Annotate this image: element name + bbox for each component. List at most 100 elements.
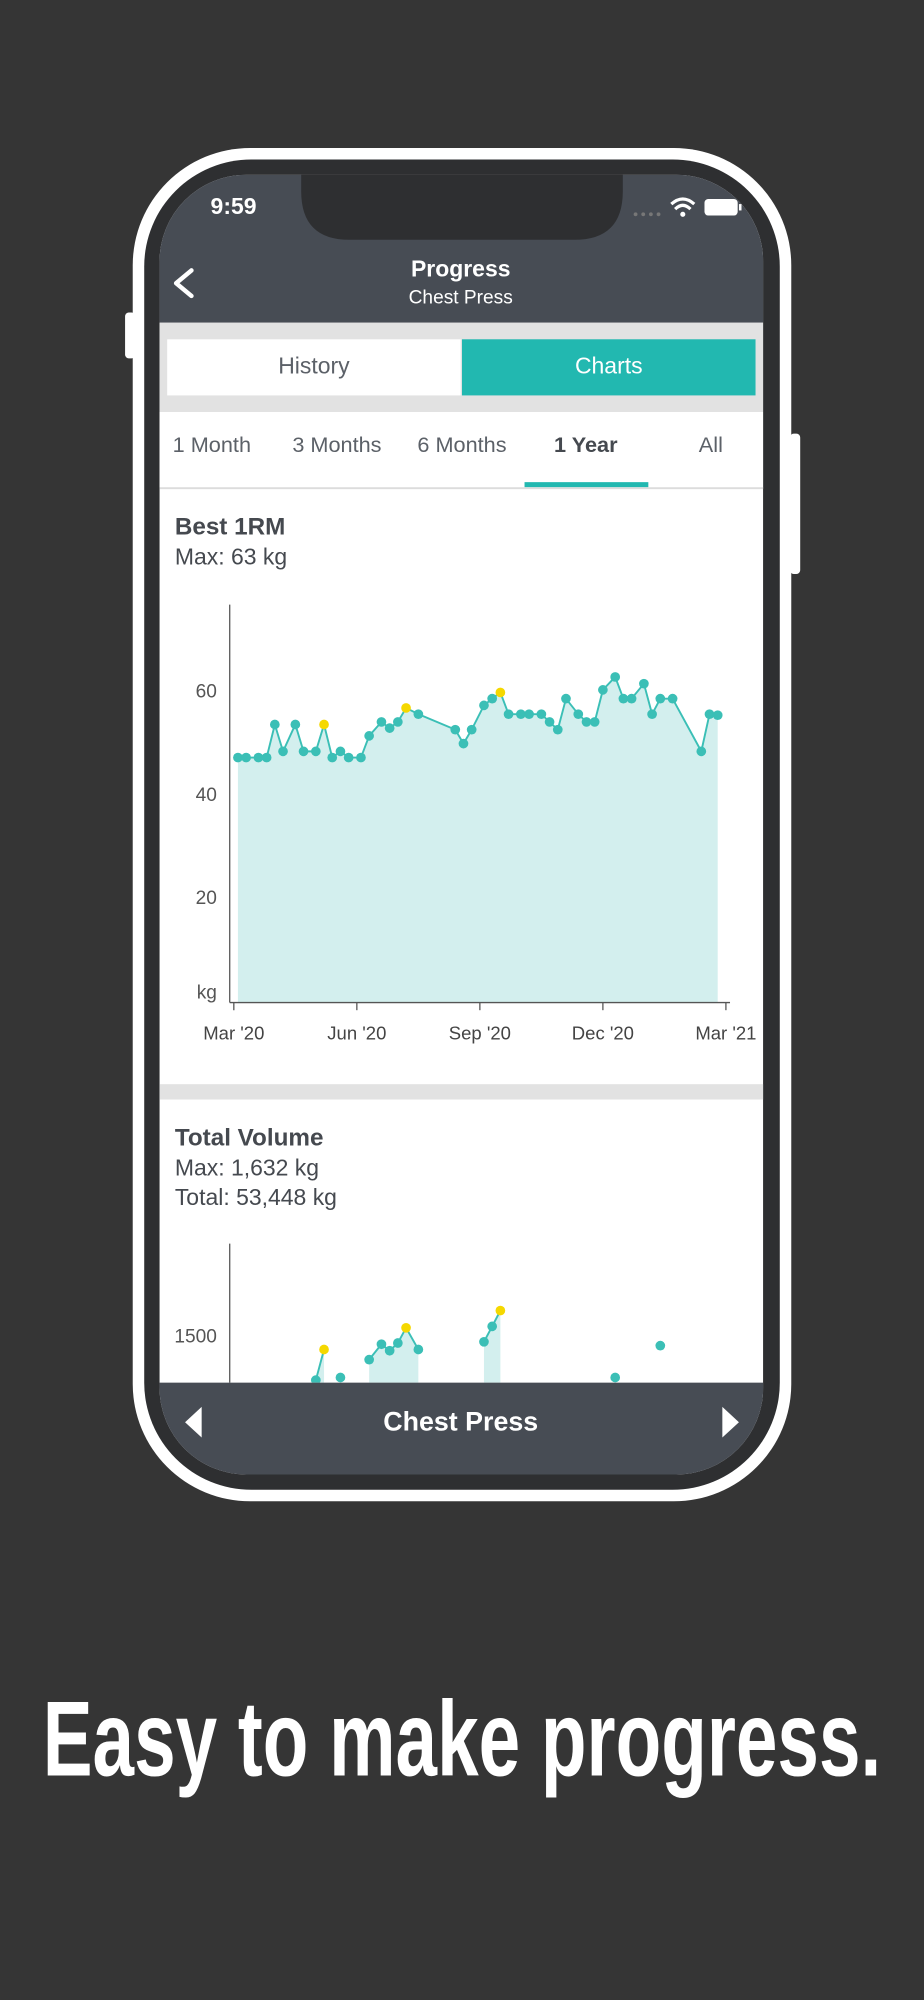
point — [413, 1344, 424, 1355]
point — [376, 717, 387, 727]
point — [253, 752, 264, 763]
point — [310, 746, 321, 757]
point — [310, 1375, 321, 1383]
back-button[interactable] — [173, 268, 194, 299]
range-option[interactable]: All — [699, 432, 723, 457]
point — [598, 685, 608, 695]
side-button — [789, 433, 801, 574]
point — [261, 752, 272, 763]
signal-dot — [656, 212, 661, 217]
point — [335, 1372, 346, 1383]
point — [610, 1372, 621, 1383]
next-arrow[interactable] — [722, 1406, 739, 1438]
point — [376, 1339, 387, 1350]
point — [618, 693, 629, 704]
point — [544, 717, 555, 727]
y-tick-label: 20 — [196, 888, 217, 909]
x-tick-label: Mar '20 — [203, 1022, 264, 1043]
point — [647, 709, 657, 720]
point — [589, 717, 600, 727]
y-tick-label: 1500 — [174, 1326, 217, 1347]
point — [401, 1322, 411, 1333]
chart: kg 20 40 60 Mar '20 Jun '20 Sep '20 Dec '20 Mar … — [196, 604, 756, 1043]
battery-icon — [704, 198, 738, 216]
x-tick-label: Sep '20 — [449, 1022, 511, 1043]
point — [241, 752, 251, 763]
point — [552, 724, 563, 735]
chart-note: Total: 53,448 kg — [175, 1184, 337, 1210]
point — [327, 752, 338, 763]
card-gap — [159, 1084, 764, 1100]
point — [610, 672, 621, 682]
x-tick-label: Mar '21 — [695, 1022, 756, 1043]
point — [384, 1345, 395, 1356]
point — [655, 1340, 666, 1351]
footer-bar — [159, 1382, 764, 1475]
point — [696, 746, 707, 757]
point — [335, 746, 346, 757]
point — [393, 1338, 403, 1348]
point — [393, 717, 403, 727]
point — [524, 709, 534, 720]
chart-title: Best 1RM — [175, 513, 285, 540]
point — [704, 709, 715, 720]
nav-subtitle: Chest Press — [409, 288, 513, 309]
prev-arrow[interactable] — [185, 1406, 202, 1438]
point — [343, 752, 354, 763]
signal-dot — [641, 212, 646, 217]
point — [384, 723, 395, 733]
charts-tab[interactable] — [462, 339, 756, 396]
signal-dot — [648, 212, 653, 217]
point — [319, 719, 329, 730]
tab-label[interactable]: History — [278, 352, 350, 378]
point — [401, 703, 411, 713]
chart-title: Total Volume — [175, 1124, 324, 1151]
point — [356, 752, 366, 763]
range-option[interactable]: 1 Year — [554, 432, 618, 457]
point — [655, 693, 666, 704]
signal-dot — [633, 212, 638, 217]
x-tick-label: Jun '20 — [327, 1022, 386, 1043]
notch — [301, 174, 623, 240]
point — [536, 709, 547, 720]
wifi-icon — [670, 197, 696, 211]
point — [487, 693, 498, 704]
status-icons — [633, 197, 742, 217]
status-time: 9:59 — [211, 193, 257, 219]
point — [413, 709, 424, 720]
screen: kg 20 40 60 Mar '20 Jun '20 Sep '20 Dec '20 Mar … — [159, 174, 764, 1475]
point — [278, 746, 288, 757]
range-option[interactable]: 3 Months — [292, 432, 381, 457]
battery-tip — [738, 204, 742, 211]
chart: 1500 — [174, 1243, 666, 1383]
history-tab[interactable] — [167, 339, 461, 396]
point — [319, 1344, 329, 1355]
point — [479, 700, 489, 711]
point — [516, 709, 526, 720]
point — [450, 724, 461, 735]
point — [495, 1305, 506, 1316]
point — [364, 1354, 374, 1365]
point — [364, 731, 374, 741]
y-tick-label: 40 — [196, 785, 217, 806]
point — [573, 709, 584, 720]
x-tick-label: Dec '20 — [572, 1022, 634, 1043]
nav-title: Progress — [411, 255, 511, 281]
point — [581, 717, 592, 727]
point — [667, 693, 678, 704]
range-bar — [159, 411, 764, 489]
range-option[interactable]: 6 Months — [417, 432, 506, 457]
tab-label[interactable]: Charts — [575, 352, 643, 378]
point — [233, 752, 243, 763]
range-underline — [524, 482, 649, 488]
point — [495, 687, 506, 698]
y-tick-label: kg — [197, 983, 217, 1004]
range-option[interactable]: 1 Month — [173, 432, 251, 457]
chart-note: Max: 63 kg — [175, 544, 287, 570]
point — [479, 1336, 489, 1347]
point — [712, 710, 723, 721]
point — [458, 738, 469, 749]
point — [487, 1321, 498, 1332]
